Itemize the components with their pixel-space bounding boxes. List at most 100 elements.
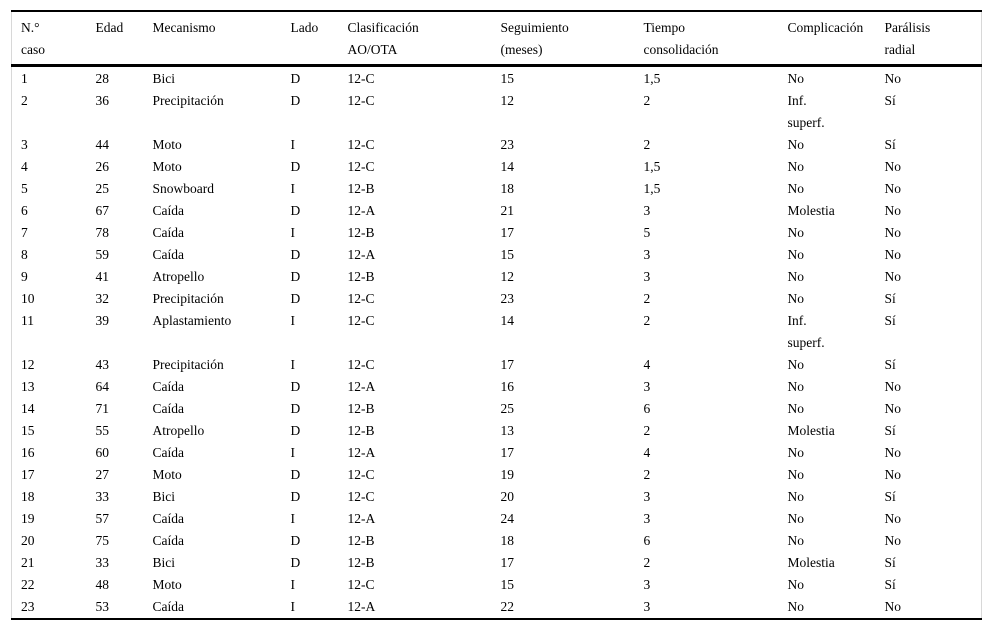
table-row: 12 43 Precipitación I 12-C 17 4 No Sí [12, 354, 982, 376]
table-row: 3 44 Moto I 12-C 23 2 No Sí [12, 134, 982, 156]
cell-caso: 14 [21, 401, 35, 416]
cell-clasificacion-ao-ota: 12-A [347, 247, 376, 262]
cell-seguimiento-meses: 15 [500, 71, 515, 86]
cell-clasificacion-ao-ota: 12-B [347, 401, 375, 416]
cell-lado: I [290, 577, 296, 592]
cell-paralisis-radial: No [884, 225, 902, 240]
table-row: 14 71 Caída D 12-B 25 6 No No [12, 398, 982, 420]
table-row: 8 59 Caída D 12-A 15 3 No No [12, 244, 982, 266]
cell-lado: D [290, 533, 301, 548]
cell-complicacion: No [787, 225, 805, 240]
table-row: 10 32 Precipitación D 12-C 23 2 No Sí [12, 288, 982, 310]
cell-complicacion: No [787, 247, 805, 262]
cell-clasificacion-ao-ota: 12-C [347, 577, 375, 592]
cell-mecanismo: Atropello [152, 423, 205, 438]
cell-edad: 75 [95, 533, 110, 548]
cell-seguimiento-meses: 23 [500, 137, 515, 152]
cell-mecanismo: Precipitación [152, 93, 224, 108]
cell-edad: 39 [95, 313, 110, 328]
cell-mecanismo: Aplastamiento [152, 313, 232, 328]
table-row: 20 75 Caída D 12-B 18 6 No No [12, 530, 982, 552]
table-header: N.° caso Edad Mecanismo Lado Clasificación A… [11, 11, 982, 67]
cell-lado: D [290, 379, 301, 394]
cell-mecanismo: Snowboard [152, 181, 215, 196]
cell-edad: 60 [95, 445, 110, 460]
cell-complicacion: No [787, 159, 805, 174]
cell-mecanismo: Caída [152, 379, 185, 394]
cell-seguimiento-meses: 14 [500, 313, 515, 328]
cell-complicacion: No [787, 489, 805, 504]
cell-mecanismo: Caída [152, 599, 185, 614]
cell-mecanismo: Precipitación [152, 291, 224, 306]
cell-paralisis-radial: No [884, 533, 902, 548]
cell-complicacion: No [787, 291, 805, 306]
cell-edad: 44 [95, 137, 110, 152]
cell-caso: 15 [21, 423, 35, 438]
table-row: 13 64 Caída D 12-A 16 3 No No [12, 376, 982, 398]
cell-complicacion: No [787, 379, 805, 394]
cell-tiempo-consolidacion: 1,5 [643, 181, 661, 196]
cell-paralisis-radial: No [884, 445, 902, 460]
cell-complicacion: No [787, 71, 805, 86]
cell-complicacion: No [787, 511, 805, 526]
cell-edad: 57 [95, 511, 110, 526]
cell-complicacion: No [787, 577, 805, 592]
table-row: 11 39 Aplastamiento I 12-C 14 2 Inf. superf. Sí [12, 310, 982, 354]
cell-tiempo-consolidacion: 2 [643, 313, 651, 328]
cell-clasificacion-ao-ota: 12-C [347, 71, 375, 86]
cell-complicacion: No [787, 599, 805, 614]
cell-edad: 36 [95, 93, 110, 108]
cell-complicacion: No [787, 445, 805, 460]
cell-tiempo-consolidacion: 2 [643, 137, 651, 152]
cell-paralisis-radial: Sí [884, 357, 896, 372]
cell-clasificacion-ao-ota: 12-C [347, 93, 375, 108]
cell-caso: 17 [21, 467, 35, 482]
cell-paralisis-radial: Sí [884, 313, 896, 328]
cell-lado: D [290, 291, 301, 306]
cell-mecanismo: Caída [152, 533, 185, 548]
table-row: 16 60 Caída I 12-A 17 4 No No [12, 442, 982, 464]
cell-mecanismo: Bici [152, 555, 176, 570]
cell-edad: 41 [95, 269, 110, 284]
cell-seguimiento-meses: 14 [500, 159, 515, 174]
cell-paralisis-radial: No [884, 511, 902, 526]
cell-clasificacion-ao-ota: 12-C [347, 137, 375, 152]
cell-lado: D [290, 203, 301, 218]
cell-paralisis-radial: No [884, 599, 902, 614]
column-header-paralisis-radial: Parálisis radial [884, 11, 982, 67]
cell-clasificacion-ao-ota: 12-B [347, 423, 375, 438]
cell-seguimiento-meses: 12 [500, 93, 515, 108]
cell-caso: 5 [21, 181, 28, 196]
cell-clasificacion-ao-ota: 12-A [347, 379, 376, 394]
cell-clasificacion-ao-ota: 12-C [347, 313, 375, 328]
cell-edad: 26 [95, 159, 110, 174]
cell-caso: 9 [21, 269, 28, 284]
cell-complicacion: Molestia [787, 203, 835, 218]
cell-lado: D [290, 93, 301, 108]
cell-mecanismo: Moto [152, 137, 182, 152]
cell-complicacion: Molestia [787, 423, 835, 438]
cell-tiempo-consolidacion: 1,5 [643, 71, 661, 86]
cell-caso: 22 [21, 577, 35, 592]
table-row: 2 36 Precipitación D 12-C 12 2 Inf. superf. Sí [12, 90, 982, 134]
cell-tiempo-consolidacion: 2 [643, 423, 651, 438]
table-row: 19 57 Caída I 12-A 24 3 No No [12, 508, 982, 530]
cell-complicacion: Molestia [787, 555, 835, 570]
cell-tiempo-consolidacion: 2 [643, 467, 651, 482]
cell-complicacion: Inf. superf. [787, 93, 825, 130]
cell-tiempo-consolidacion: 3 [643, 577, 651, 592]
table-row: 21 33 Bici D 12-B 17 2 Molestia Sí [12, 552, 982, 574]
cell-lado: D [290, 247, 301, 262]
cell-caso: 1 [21, 71, 28, 86]
cell-edad: 64 [95, 379, 110, 394]
cell-edad: 27 [95, 467, 110, 482]
cell-mecanismo: Caída [152, 247, 185, 262]
cell-mecanismo: Moto [152, 467, 182, 482]
cell-complicacion: No [787, 137, 805, 152]
column-header-edad: Edad [95, 11, 153, 67]
cell-clasificacion-ao-ota: 12-B [347, 269, 375, 284]
cell-lado: D [290, 159, 301, 174]
cell-tiempo-consolidacion: 2 [643, 291, 651, 306]
column-header-mecanismo: Mecanismo [152, 11, 291, 67]
